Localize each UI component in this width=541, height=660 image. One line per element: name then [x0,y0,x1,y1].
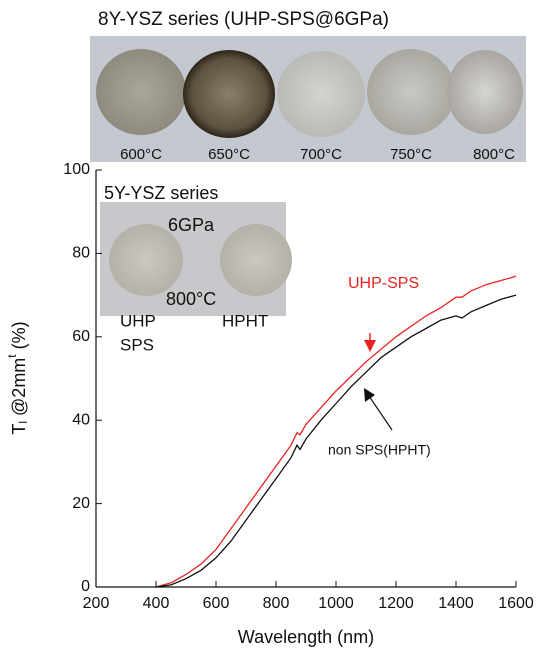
data-line [155,275,517,588]
sample-disk [220,224,292,296]
arrow [366,392,393,431]
y-axis-label: Tl @2mmt (%) [5,321,30,434]
sample-disk [109,224,183,296]
inset-label: HPHT [222,311,268,330]
x-tick-label: 600 [203,595,230,612]
inset-label: UHP [120,311,156,330]
annotation: UHP-SPS [348,275,419,292]
y-label-part: @2mm [9,358,29,421]
y-tick-label: 0 [81,578,90,595]
y-label-part: (%) [9,321,29,354]
data-line [155,294,517,588]
x-tick-label: 800 [263,595,290,612]
y-label-part: l [16,421,30,424]
y-tick-label: 80 [72,245,90,262]
arrow-head [364,388,375,402]
x-tick-label: 1000 [318,595,354,612]
inset-label: SPS [120,335,154,354]
x-tick-label: 1400 [438,595,474,612]
x-tick-label: 400 [143,595,170,612]
sample-disk [367,49,455,135]
annotation: non SPS(HPHT) [328,442,431,458]
inset-label: 5Y-YSZ series [104,183,218,203]
arrow-head [364,340,376,352]
y-tick-label: 60 [72,328,90,345]
y-tick-label: 40 [72,411,90,428]
inset-label: 800°C [166,289,216,309]
x-tick-label: 1600 [498,595,534,612]
x-tick-label: 1200 [378,595,414,612]
photo-title: 8Y-YSZ series (UHP-SPS@6GPa) [98,9,389,30]
photo-label: 600°C [120,146,162,163]
x-tick-label: 200 [83,595,110,612]
y-label-part: t [5,354,19,358]
photo-label: 800°C [473,146,515,163]
sample-disk [447,50,523,134]
sample-disk [96,49,186,135]
x-axis-label: Wavelength (nm) [238,627,374,647]
photo-label: 650°C [208,146,250,163]
y-label-part: T [9,424,29,435]
photo-label: 750°C [390,146,432,163]
sample-disk [183,50,275,138]
inset-label: 6GPa [168,215,215,235]
y-tick-label: 20 [72,495,90,512]
photo-label: 700°C [300,146,342,163]
y-tick-label: 100 [63,161,90,178]
sample-disk [277,51,365,137]
